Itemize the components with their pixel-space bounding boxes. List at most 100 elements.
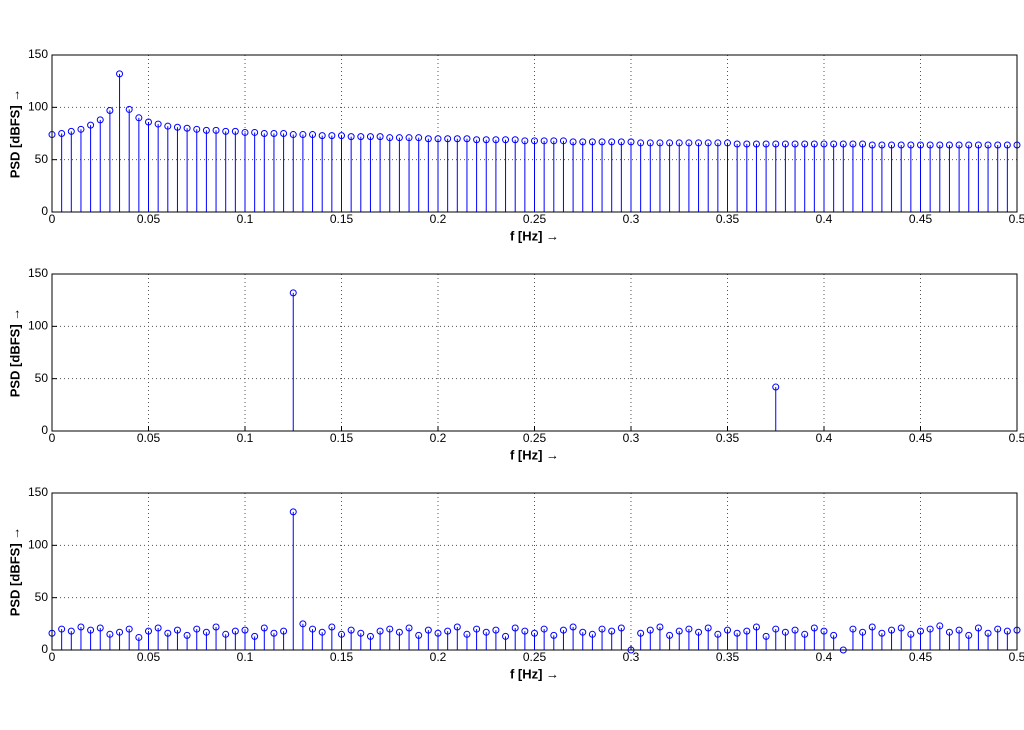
stem-marker (395, 134, 403, 142)
x-tick-label: 0 (49, 431, 56, 445)
stem-marker (675, 627, 683, 635)
stem-marker (550, 137, 558, 145)
stem-marker (945, 141, 953, 149)
stem-marker (859, 628, 867, 636)
y-tick-label: 50 (35, 152, 49, 166)
x-axis-label: f [Hz] → (510, 447, 559, 462)
stem-marker (386, 625, 394, 633)
x-tick-label: 0.25 (523, 650, 547, 664)
stem-marker (714, 630, 722, 638)
stem-marker (366, 632, 374, 640)
stem-marker (58, 625, 66, 633)
stem-marker (309, 131, 317, 139)
stem-marker (405, 624, 413, 632)
stem-marker (550, 631, 558, 639)
y-tick-label: 150 (28, 266, 48, 280)
stem-marker (521, 137, 529, 145)
stem-marker (347, 133, 355, 141)
stem-marker (801, 630, 809, 638)
y-tick-label: 0 (41, 204, 48, 218)
stem-marker (502, 632, 510, 640)
stem-marker (135, 114, 143, 122)
stem-marker (540, 137, 548, 145)
stem-marker (540, 625, 548, 633)
stem-marker (743, 627, 751, 635)
stem-marker (917, 141, 924, 149)
stem-marker (202, 628, 210, 636)
stem-marker (502, 136, 510, 144)
axes-box (51, 492, 1018, 651)
y-axis-label: PSD [dBFS] → (7, 527, 22, 617)
stem-marker (926, 625, 934, 633)
stem-marker (125, 625, 133, 633)
stem-marker (318, 628, 326, 636)
stem-marker (521, 627, 529, 635)
stem-marker (608, 627, 616, 635)
stem-marker (145, 118, 152, 126)
stem-marker (637, 139, 645, 147)
axes-box (51, 54, 1018, 213)
stem-marker (743, 140, 751, 148)
stem-marker (531, 629, 538, 637)
stem-marker (183, 124, 191, 132)
stem-marker (251, 128, 259, 136)
stem-marker (791, 626, 799, 634)
stem-marker (270, 629, 278, 637)
y-tick-label: 50 (35, 371, 49, 385)
stem-marker (415, 134, 423, 142)
x-tick-label: 0.1 (237, 650, 254, 664)
stem-marker (395, 628, 403, 636)
stem-marker (67, 127, 75, 135)
stem-marker (96, 624, 104, 632)
stem-marker (772, 383, 780, 391)
stem-marker (125, 105, 133, 113)
x-tick-label: 0.3 (623, 431, 640, 445)
stem-marker (58, 130, 66, 137)
stem-marker (106, 106, 114, 114)
stem-marker (984, 141, 992, 149)
stem-marker (424, 135, 432, 143)
stem-marker (859, 140, 867, 148)
stem-marker (685, 139, 693, 147)
stem-marker (974, 624, 982, 632)
axes-box (51, 273, 1018, 432)
stem-marker (666, 139, 674, 147)
y-tick-label: 100 (28, 319, 48, 333)
x-tick-label: 0.3 (623, 650, 640, 664)
stem-marker (994, 141, 1002, 149)
stem-marker (646, 626, 654, 634)
y-tick-label: 150 (28, 485, 48, 499)
stem-marker (116, 628, 124, 636)
y-tick-label: 0 (41, 423, 48, 437)
x-axis-label: f [Hz] → (510, 228, 559, 243)
stem-marker (482, 628, 490, 636)
x-tick-label: 0 (49, 212, 56, 226)
stem-marker (87, 121, 95, 129)
stem-marker (926, 141, 934, 149)
stem-marker (173, 123, 181, 131)
stem-marker (318, 132, 326, 140)
y-axis-label: PSD [dBFS] → (7, 89, 22, 179)
stem-marker (260, 624, 268, 632)
x-tick-label: 0.15 (330, 431, 354, 445)
stem-marker (656, 623, 664, 631)
stem-marker (868, 141, 876, 149)
stem-marker (849, 625, 857, 633)
stem-marker (878, 141, 886, 149)
stem-marker (781, 628, 789, 636)
x-tick-label: 0.45 (909, 650, 933, 664)
x-tick-label: 0.2 (430, 431, 447, 445)
stem-marker (907, 141, 915, 149)
stem-marker (289, 289, 297, 297)
stem-marker (116, 70, 124, 78)
stem-marker (617, 624, 625, 632)
x-tick-label: 0.15 (330, 212, 354, 226)
stem-marker (1003, 627, 1011, 635)
stem-marker (830, 140, 838, 148)
x-tick-label: 0.35 (716, 431, 740, 445)
stem-marker (656, 139, 664, 147)
stem-marker (752, 623, 760, 631)
stem-marker (762, 140, 770, 148)
stem-marker (695, 628, 703, 636)
stem-marker (376, 133, 384, 141)
